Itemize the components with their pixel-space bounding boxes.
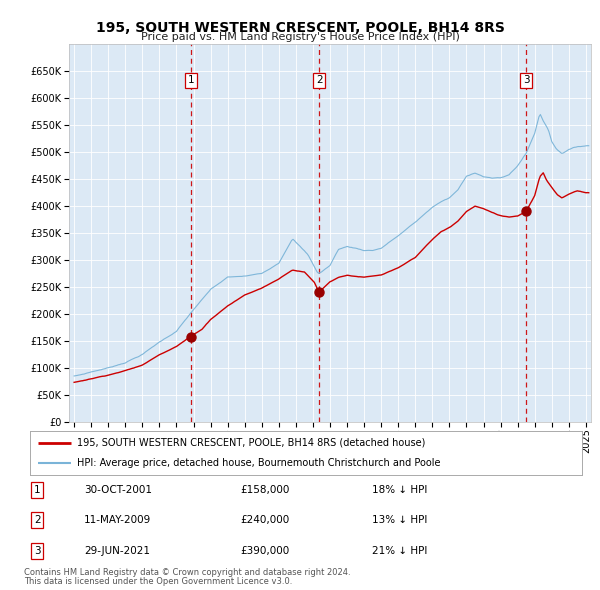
Text: Price paid vs. HM Land Registry's House Price Index (HPI): Price paid vs. HM Land Registry's House … (140, 32, 460, 42)
Text: 11-MAY-2009: 11-MAY-2009 (84, 516, 151, 525)
Text: £158,000: £158,000 (240, 485, 289, 494)
Text: 21% ↓ HPI: 21% ↓ HPI (372, 546, 427, 556)
Text: 1: 1 (34, 485, 41, 494)
Text: £390,000: £390,000 (240, 546, 289, 556)
Text: £240,000: £240,000 (240, 516, 289, 525)
Text: 2: 2 (316, 75, 322, 85)
Text: 1: 1 (187, 75, 194, 85)
Text: 3: 3 (34, 546, 41, 556)
Text: Contains HM Land Registry data © Crown copyright and database right 2024.: Contains HM Land Registry data © Crown c… (24, 568, 350, 577)
Text: 30-OCT-2001: 30-OCT-2001 (84, 485, 152, 494)
Text: 3: 3 (523, 75, 529, 85)
Text: HPI: Average price, detached house, Bournemouth Christchurch and Poole: HPI: Average price, detached house, Bour… (77, 458, 440, 468)
Text: 29-JUN-2021: 29-JUN-2021 (84, 546, 150, 556)
Text: 2: 2 (34, 516, 41, 525)
Text: 18% ↓ HPI: 18% ↓ HPI (372, 485, 427, 494)
Text: 195, SOUTH WESTERN CRESCENT, POOLE, BH14 8RS: 195, SOUTH WESTERN CRESCENT, POOLE, BH14… (95, 21, 505, 35)
Text: 195, SOUTH WESTERN CRESCENT, POOLE, BH14 8RS (detached house): 195, SOUTH WESTERN CRESCENT, POOLE, BH14… (77, 438, 425, 448)
Text: 13% ↓ HPI: 13% ↓ HPI (372, 516, 427, 525)
Text: This data is licensed under the Open Government Licence v3.0.: This data is licensed under the Open Gov… (24, 578, 292, 586)
